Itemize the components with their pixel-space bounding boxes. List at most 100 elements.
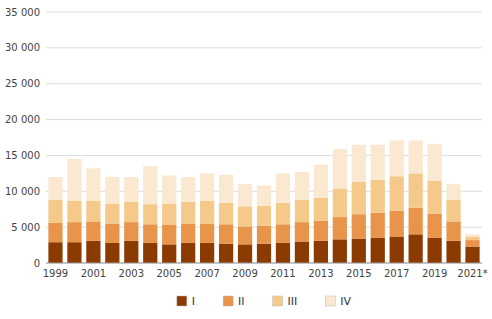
- bar-segment: [314, 241, 328, 263]
- bar-segment: [181, 243, 195, 263]
- bar-segment: [124, 202, 138, 222]
- bar-segment: [333, 188, 347, 217]
- bar-segment: [465, 234, 479, 236]
- legend-label: I: [192, 295, 195, 308]
- bar-segment: [390, 211, 404, 237]
- bar-segment: [86, 221, 100, 240]
- grid: [46, 12, 482, 263]
- bar-segment: [295, 172, 309, 200]
- bar-segment: [219, 244, 233, 263]
- legend-item: IV: [325, 295, 351, 308]
- y-tick-label: 35 000: [5, 7, 40, 18]
- bar-segment: [48, 200, 62, 223]
- x-tick-label: 2009: [232, 268, 257, 279]
- x-tick-label: 2013: [308, 268, 333, 279]
- bar-segment: [465, 247, 479, 263]
- bar-segment: [86, 168, 100, 200]
- bar-segment: [48, 223, 62, 242]
- bar-segment: [314, 165, 328, 198]
- bar-segment: [181, 224, 195, 243]
- legend-swatch: [223, 296, 233, 306]
- bar-segment: [86, 201, 100, 222]
- bar-segment: [333, 217, 347, 239]
- legend-swatch: [273, 296, 283, 306]
- legend-swatch: [177, 296, 187, 306]
- bars: [48, 140, 479, 263]
- bar-segment: [219, 175, 233, 203]
- bar-segment: [295, 200, 309, 222]
- bar-segment: [446, 200, 460, 222]
- bar-segment: [105, 224, 119, 243]
- y-tick-label: 30 000: [5, 42, 40, 53]
- legend: IIIIIIIV: [177, 295, 352, 308]
- bar-segment: [390, 176, 404, 210]
- bar-segment: [352, 182, 366, 214]
- bar-segment: [314, 221, 328, 241]
- bar-segment: [238, 226, 252, 244]
- bar-segment: [276, 224, 290, 243]
- grid-line: [46, 263, 482, 264]
- bar-segment: [124, 177, 138, 202]
- x-tick-label: 1999: [43, 268, 68, 279]
- bar-segment: [257, 244, 271, 263]
- bar-segment: [333, 149, 347, 188]
- bar-segment: [257, 226, 271, 244]
- bar-segment: [276, 243, 290, 263]
- x-tick-label: 2017: [384, 268, 409, 279]
- bar-segment: [295, 222, 309, 241]
- bar-segment: [390, 236, 404, 263]
- bar-segment: [124, 241, 138, 263]
- bar-segment: [390, 140, 404, 176]
- x-tick-label: 2001: [81, 268, 106, 279]
- legend-label: II: [238, 295, 245, 308]
- bar-segment: [371, 238, 385, 263]
- bar-segment: [352, 214, 366, 238]
- y-tick-label: 15 000: [5, 150, 40, 161]
- bar-segment: [181, 202, 195, 224]
- bar-segment: [105, 243, 119, 263]
- bar-segment: [409, 173, 423, 207]
- bar-segment: [352, 239, 366, 263]
- bar-segment: [352, 145, 366, 182]
- bar-segment: [143, 224, 157, 243]
- legend-swatch: [325, 296, 335, 306]
- bar-segment: [238, 206, 252, 226]
- bar-segment: [143, 204, 157, 224]
- legend-item: III: [273, 295, 298, 308]
- grid-line: [46, 119, 482, 120]
- bar-segment: [105, 177, 119, 204]
- bar-segment: [276, 173, 290, 202]
- bar-segment: [105, 203, 119, 223]
- bar-segment: [276, 203, 290, 225]
- y-tick-label: 0: [34, 258, 40, 269]
- grid-line: [46, 47, 482, 48]
- grid-line: [46, 12, 482, 13]
- x-tick-label: 2005: [156, 268, 181, 279]
- bar-segment: [238, 244, 252, 263]
- bar-segment: [371, 213, 385, 238]
- bar-segment: [465, 240, 479, 246]
- y-tick-label: 20 000: [5, 114, 40, 125]
- legend-label: III: [288, 295, 298, 308]
- bar-segment: [67, 201, 81, 223]
- bar-segment: [200, 173, 214, 200]
- bar-segment: [371, 145, 385, 180]
- bar-segment: [295, 241, 309, 263]
- bar-segment: [409, 140, 423, 173]
- bar-segment: [48, 177, 62, 200]
- bar-segment: [200, 243, 214, 263]
- bar-segment: [48, 242, 62, 263]
- bar-segment: [409, 234, 423, 263]
- bar-segment: [371, 180, 385, 213]
- legend-item: I: [177, 295, 195, 308]
- bar-segment: [238, 184, 252, 206]
- bar-segment: [428, 238, 442, 263]
- legend-item: II: [223, 295, 245, 308]
- bar-segment: [162, 244, 176, 263]
- bar-segment: [162, 176, 176, 204]
- bar-segment: [446, 184, 460, 200]
- x-tick-label: 2003: [119, 268, 144, 279]
- bar-segment: [219, 224, 233, 243]
- bar-segment: [143, 166, 157, 204]
- bar-segment: [333, 239, 347, 263]
